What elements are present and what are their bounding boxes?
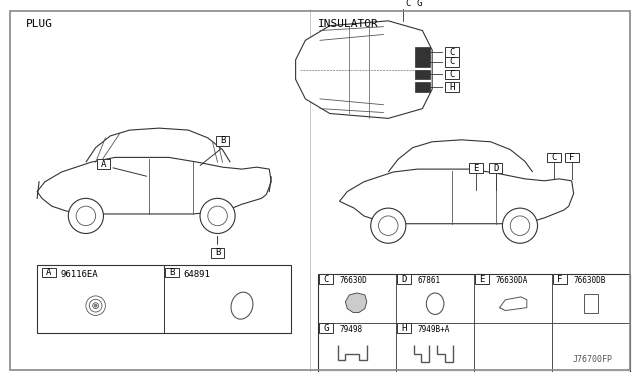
Bar xyxy=(97,159,110,169)
Polygon shape xyxy=(37,157,271,214)
Text: F: F xyxy=(557,275,563,284)
Bar xyxy=(553,275,567,284)
Circle shape xyxy=(68,198,104,234)
Bar xyxy=(216,136,229,146)
Text: 96116EA: 96116EA xyxy=(61,270,98,279)
Bar xyxy=(397,275,411,284)
Text: 76630D: 76630D xyxy=(339,276,367,285)
Text: B: B xyxy=(215,248,220,257)
Text: C: C xyxy=(449,57,454,66)
Text: 64891: 64891 xyxy=(184,270,211,279)
Text: G: G xyxy=(323,324,328,333)
Text: C: C xyxy=(552,153,557,162)
Bar xyxy=(415,47,430,57)
Ellipse shape xyxy=(231,292,253,319)
Text: F: F xyxy=(569,153,574,162)
Bar xyxy=(445,82,458,92)
Text: H: H xyxy=(401,324,406,333)
Circle shape xyxy=(86,296,106,315)
Circle shape xyxy=(510,216,530,235)
Bar xyxy=(397,323,411,333)
Text: 7949B+A: 7949B+A xyxy=(417,325,450,334)
Text: B: B xyxy=(220,136,225,145)
Text: A: A xyxy=(46,268,51,277)
Circle shape xyxy=(200,198,235,234)
Bar xyxy=(445,57,458,67)
Bar xyxy=(469,163,483,173)
Bar xyxy=(319,275,333,284)
Text: 76630DB: 76630DB xyxy=(573,276,606,285)
Bar xyxy=(415,82,430,92)
Bar xyxy=(413,0,426,8)
Bar xyxy=(445,47,458,57)
Bar xyxy=(401,0,415,8)
Text: D: D xyxy=(401,275,406,284)
Polygon shape xyxy=(499,297,527,311)
Text: H: H xyxy=(449,83,454,92)
Text: A: A xyxy=(100,160,106,169)
Circle shape xyxy=(208,206,227,226)
Polygon shape xyxy=(346,293,367,312)
Bar xyxy=(445,70,458,79)
Bar xyxy=(489,163,502,173)
Bar xyxy=(318,275,630,372)
Circle shape xyxy=(94,304,97,307)
Bar xyxy=(584,294,598,314)
Text: C: C xyxy=(405,0,410,8)
Text: G: G xyxy=(417,0,422,8)
Text: B: B xyxy=(169,268,175,277)
Circle shape xyxy=(93,303,99,309)
Text: J76700FP: J76700FP xyxy=(573,355,612,364)
Circle shape xyxy=(378,216,398,235)
Circle shape xyxy=(371,208,406,243)
Text: 67861: 67861 xyxy=(417,276,441,285)
Bar xyxy=(211,248,225,258)
Text: C: C xyxy=(449,48,454,57)
Text: 79498: 79498 xyxy=(339,325,363,334)
Text: E: E xyxy=(474,164,479,173)
Bar xyxy=(475,275,489,284)
Text: E: E xyxy=(479,275,484,284)
Bar xyxy=(165,267,179,278)
Bar xyxy=(415,57,430,67)
Polygon shape xyxy=(437,345,452,362)
Polygon shape xyxy=(339,169,573,224)
Text: D: D xyxy=(493,164,499,173)
Circle shape xyxy=(76,206,95,226)
Bar xyxy=(42,267,56,278)
Polygon shape xyxy=(413,345,429,362)
Polygon shape xyxy=(296,21,432,118)
Text: INSULATOR: INSULATOR xyxy=(318,19,379,29)
Bar xyxy=(37,265,291,333)
Bar xyxy=(319,323,333,333)
Bar xyxy=(565,153,579,162)
Circle shape xyxy=(502,208,538,243)
Bar xyxy=(415,70,430,79)
Ellipse shape xyxy=(426,293,444,314)
Circle shape xyxy=(90,299,102,312)
Text: C: C xyxy=(323,275,328,284)
Bar xyxy=(547,153,561,162)
Polygon shape xyxy=(337,345,367,360)
Text: 76630DA: 76630DA xyxy=(495,276,528,285)
Text: C: C xyxy=(449,70,454,79)
Text: PLUG: PLUG xyxy=(26,19,52,29)
